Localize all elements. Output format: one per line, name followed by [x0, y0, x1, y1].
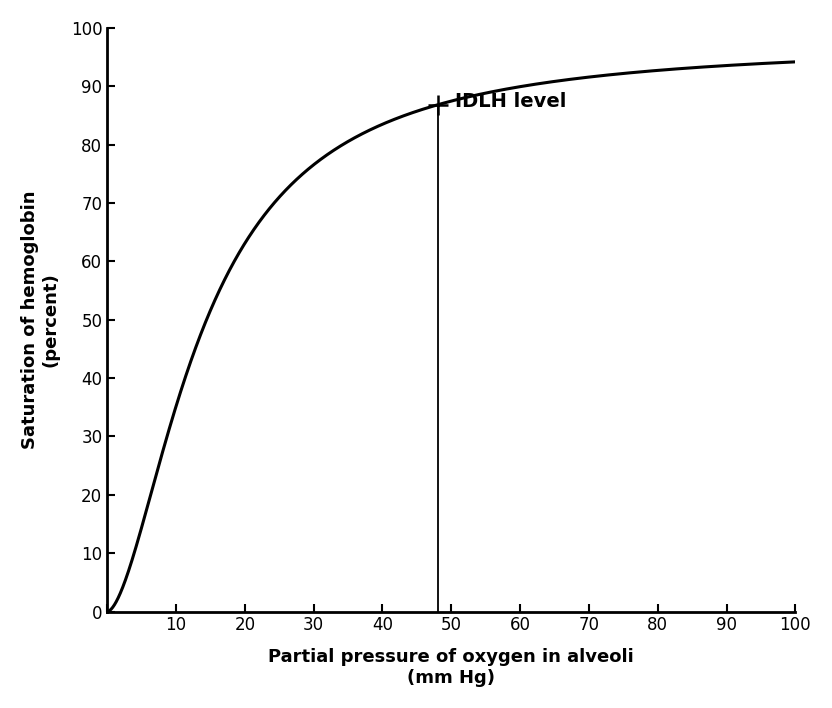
X-axis label: Partial pressure of oxygen in alveoli
(mm Hg): Partial pressure of oxygen in alveoli (m…	[269, 649, 634, 687]
Y-axis label: Saturation of hemoglobin
(percent): Saturation of hemoglobin (percent)	[21, 190, 60, 449]
Text: IDLH level: IDLH level	[455, 93, 566, 111]
